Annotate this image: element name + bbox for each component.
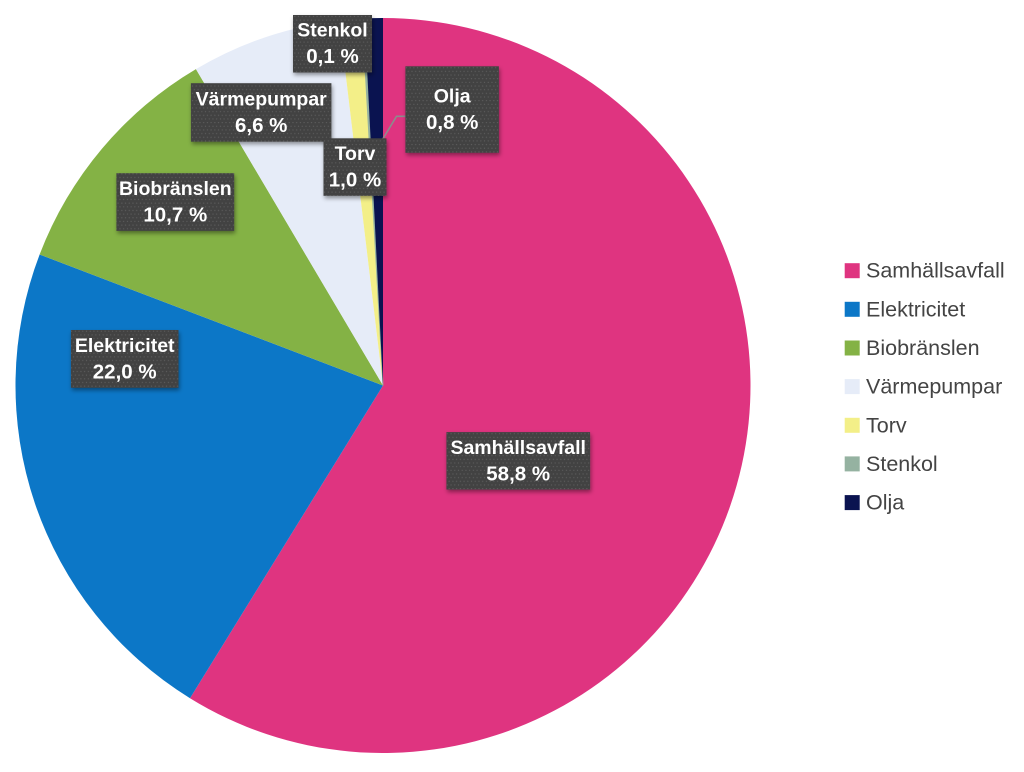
svg-text:Stenkol: Stenkol [297,20,367,42]
svg-text:Olja: Olja [866,491,904,515]
svg-text:6,6 %: 6,6 % [235,114,287,137]
svg-text:Torv: Torv [335,143,376,165]
svg-text:Samhällsavfall: Samhällsavfall [866,259,1005,283]
svg-text:Elektricitet: Elektricitet [75,335,175,357]
svg-text:Biobränslen: Biobränslen [119,178,232,200]
svg-text:10,7 %: 10,7 % [143,204,207,227]
svg-text:1,0 %: 1,0 % [329,169,381,192]
svg-text:0,8 %: 0,8 % [426,111,478,134]
svg-text:0,1 %: 0,1 % [306,45,358,68]
svg-text:Elektricitet: Elektricitet [866,297,965,321]
svg-text:Torv: Torv [866,413,907,437]
svg-text:Värmepumpar: Värmepumpar [866,375,1002,399]
svg-text:58,8 %: 58,8 % [486,462,550,485]
svg-text:Stenkol: Stenkol [866,452,938,476]
svg-text:Samhällsavfall: Samhällsavfall [450,437,586,459]
svg-text:Olja: Olja [434,86,471,108]
svg-text:22,0 %: 22,0 % [93,360,157,383]
svg-text:Värmepumpar: Värmepumpar [196,88,328,110]
svg-text:Biobränslen: Biobränslen [866,336,980,360]
